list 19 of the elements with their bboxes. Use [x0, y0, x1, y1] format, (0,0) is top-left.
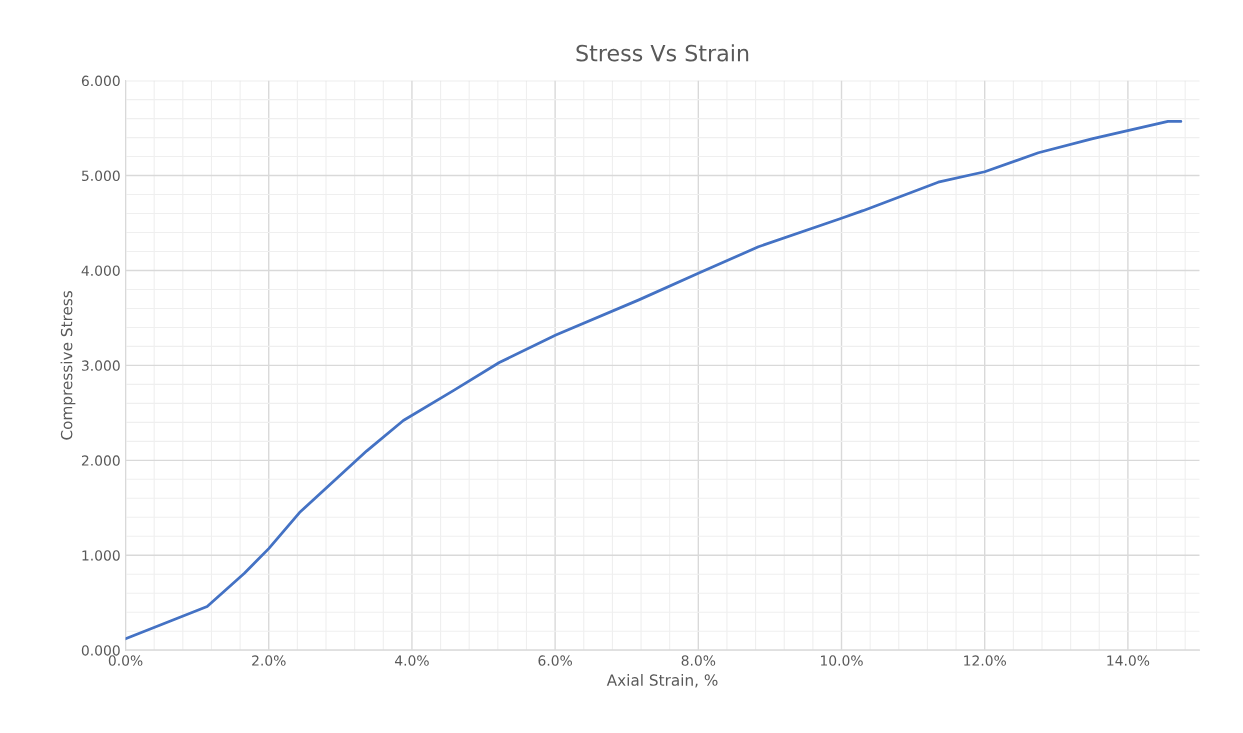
- y-tick-label: 1.000: [82, 550, 120, 561]
- x-tick-label: 2.0%: [252, 655, 286, 666]
- y-tick-label: 3.000: [81, 360, 120, 371]
- y-tick-label: 0.000: [81, 645, 120, 656]
- x-tick-label: 10.0%: [820, 655, 863, 666]
- x-tick-label: 6.0%: [538, 655, 572, 666]
- line-series: [125, 120, 1183, 641]
- y-tick-label: 6.000: [81, 75, 120, 87]
- y-axis-title: Compressive Stress: [60, 290, 76, 440]
- x-tick-label: 12.0%: [964, 655, 1006, 666]
- x-tick-label: 14.0%: [1107, 655, 1150, 666]
- chart-title: Stress Vs Strain: [576, 44, 749, 62]
- x-tick-label: 4.0%: [394, 655, 429, 666]
- x-tick-label: 0.0%: [108, 655, 143, 666]
- y-tick-label: 5.000: [81, 170, 120, 182]
- y-tick-label: 4.000: [81, 265, 120, 276]
- y-tick-label: 2.000: [81, 455, 120, 466]
- x-axis-title: Axial Strain, %: [606, 674, 718, 688]
- x-tick-label: 8.0%: [681, 655, 716, 666]
